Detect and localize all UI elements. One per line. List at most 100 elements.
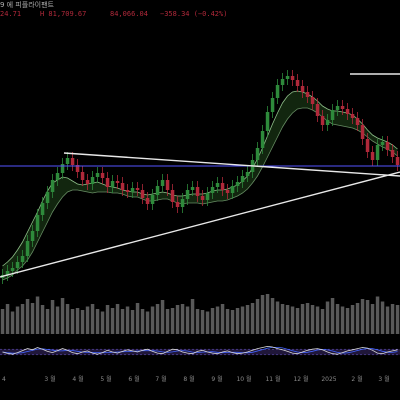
- volume-bar-24: [120, 309, 125, 334]
- candle-body-11: [55, 173, 60, 180]
- volume-bar-52: [260, 295, 265, 334]
- volume-bar-38: [190, 299, 195, 334]
- candle-body-36: [180, 199, 185, 207]
- volume-bar-10: [50, 300, 55, 334]
- volume-bar-21: [105, 305, 110, 334]
- volume-bar-45: [225, 309, 230, 334]
- ichimoku-cloud: [2, 90, 398, 281]
- candle-body-52: [260, 131, 265, 148]
- candle-body-44: [220, 183, 225, 190]
- volume-bar-66: [330, 298, 335, 334]
- ohlc-readout: H 81,709.67: [40, 10, 87, 18]
- candle-body-62: [310, 97, 315, 104]
- candle-body-37: [185, 190, 190, 199]
- candle-body-69: [345, 109, 350, 114]
- volume-bar-15: [75, 308, 80, 334]
- volume-bar-26: [130, 310, 135, 334]
- cloud-lower-line: [2, 107, 398, 281]
- volume-bar-51: [255, 299, 260, 334]
- candle-body-34: [170, 190, 175, 202]
- candle-body-75: [375, 145, 380, 160]
- candle-body-73: [365, 139, 370, 152]
- volume-bar-30: [150, 306, 155, 334]
- volume-bar-46: [230, 310, 235, 334]
- volume-bar-61: [305, 303, 310, 334]
- volume-bar-28: [140, 309, 145, 334]
- candle-body-22: [110, 181, 115, 187]
- candle-body-8: [40, 203, 45, 215]
- candle-body-14: [70, 158, 75, 165]
- volume-bar-36: [180, 304, 185, 334]
- volume-bar-3: [15, 306, 20, 334]
- candle-body-12: [60, 164, 65, 173]
- volume-bar-39: [195, 309, 200, 334]
- volume-bar-34: [170, 308, 175, 334]
- x-tick-label-3: 5 월: [100, 375, 111, 383]
- candle-body-61: [305, 92, 310, 97]
- candle-body-25: [125, 190, 130, 192]
- candle-body-29: [145, 198, 150, 204]
- volume-bar-25: [125, 306, 130, 334]
- volume-bar-11: [55, 306, 60, 334]
- volume-bar-43: [215, 306, 220, 334]
- x-tick-label-2: 4 월: [72, 375, 83, 383]
- volume-bar-41: [205, 311, 210, 334]
- volume-bar-22: [110, 308, 115, 334]
- candle-body-27: [135, 188, 140, 190]
- candle-body-47: [235, 182, 240, 186]
- x-tick-label-5: 7 월: [155, 375, 166, 383]
- volume-bar-57: [285, 305, 290, 334]
- volume-bar-4: [20, 304, 25, 334]
- volume-bar-59: [295, 308, 300, 334]
- volume-bar-6: [30, 303, 35, 334]
- candle-body-55: [275, 85, 280, 98]
- x-tick-label-0: 4: [2, 376, 6, 383]
- candle-body-65: [325, 120, 330, 125]
- volume-bar-40: [200, 310, 205, 334]
- volume-bar-64: [320, 309, 325, 334]
- volume-bar-60: [300, 304, 305, 334]
- candle-body-13: [65, 158, 70, 164]
- candle-body-68: [340, 106, 345, 109]
- volume-bar-53: [265, 294, 270, 334]
- volume-bar-29: [145, 311, 150, 334]
- volume-bar-17: [85, 306, 90, 334]
- candle-body-72: [360, 125, 365, 139]
- volume-bar-56: [280, 304, 285, 334]
- candle-body-1: [5, 271, 10, 275]
- volume-bar-79: [395, 305, 400, 334]
- volume-bar-75: [375, 296, 380, 334]
- x-tick-label-9: 11 월: [265, 375, 280, 383]
- candle-body-30: [150, 195, 155, 204]
- candle-body-66: [330, 110, 335, 120]
- volume-bar-18: [90, 304, 95, 334]
- candle-body-40: [200, 196, 205, 200]
- x-tick-label-1: 3 월: [44, 375, 55, 383]
- candles: [0, 70, 400, 284]
- candle-body-5: [25, 241, 30, 256]
- volume-bar-65: [325, 301, 330, 334]
- volume-bar-8: [40, 305, 45, 334]
- candle-body-21: [105, 178, 110, 187]
- x-tick-label-12: 2 월: [351, 375, 362, 383]
- volume-pane: [0, 294, 400, 334]
- candle-body-57: [285, 76, 290, 79]
- candle-body-2: [10, 268, 15, 271]
- candle-body-35: [175, 202, 180, 207]
- volume-bar-23: [115, 304, 120, 334]
- candle-body-9: [45, 192, 50, 203]
- chart-header: 9 에 피플라이팬트 24.71 H 81,709.67 84,066.04 −…: [0, 0, 400, 22]
- volume-bar-31: [155, 304, 160, 334]
- volume-bar-14: [70, 309, 75, 334]
- candle-body-48: [240, 176, 245, 182]
- candle-body-23: [115, 181, 120, 183]
- volume-bar-50: [250, 303, 255, 334]
- candle-body-7: [35, 215, 40, 231]
- candle-body-16: [80, 172, 85, 180]
- candle-body-10: [50, 180, 55, 192]
- candle-body-64: [320, 116, 325, 125]
- candle-body-53: [265, 112, 270, 131]
- volume-bar-37: [185, 306, 190, 334]
- volume-bar-77: [385, 306, 390, 334]
